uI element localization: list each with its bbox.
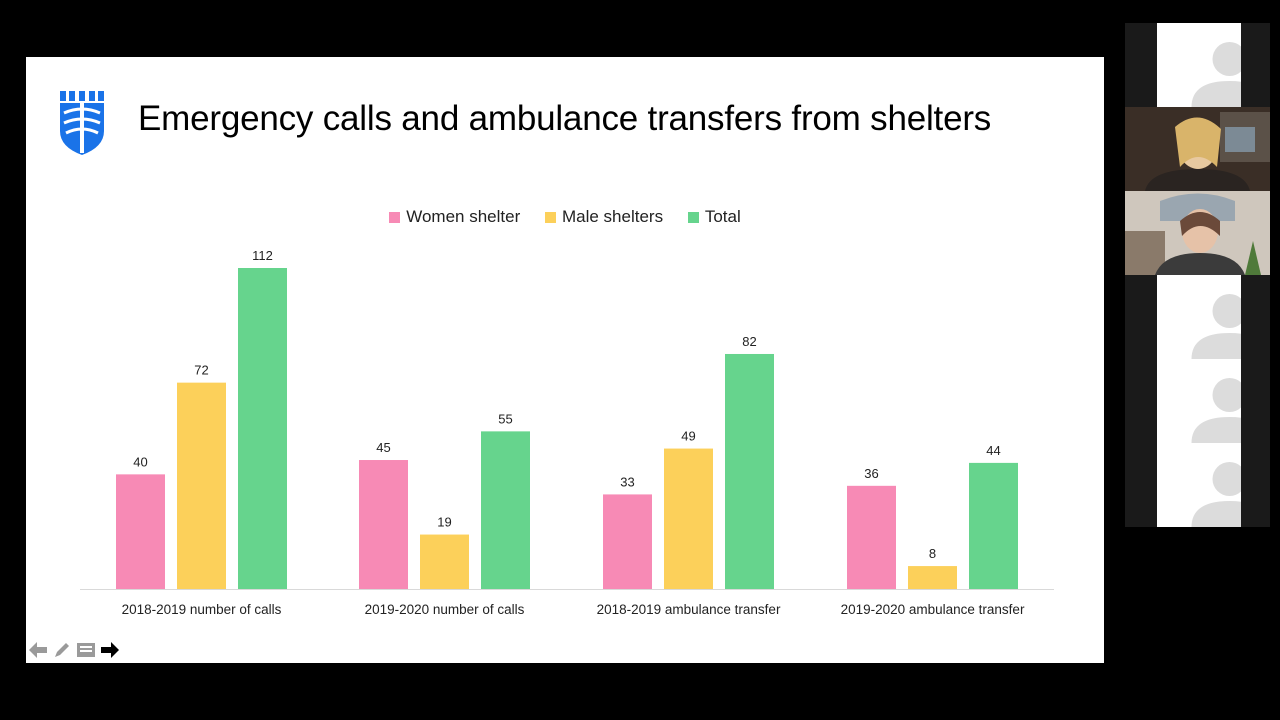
participant-tile[interactable] [1157,275,1241,359]
legend-label: Male shelters [561,207,664,226]
bar [116,474,165,589]
data-label: 19 [437,515,451,530]
slides-menu-icon[interactable] [76,640,96,660]
legend-item-total: Total [687,207,741,227]
bar [177,382,226,589]
participant-tile[interactable] [1157,359,1241,443]
bar [908,566,957,589]
legend-item-women: Women shelter [389,207,520,227]
bar [481,431,530,589]
arrow-right-icon[interactable] [100,640,120,660]
participants-panel [1125,23,1270,527]
user-avatar-icon [1191,42,1241,107]
data-label: 72 [194,363,208,378]
user-avatar-icon [1191,294,1241,359]
arrow-left-icon[interactable] [28,640,48,660]
legend-swatch [544,211,556,223]
bar-chart: 40 72 112 2018-2019 number of calls 45 19 55 20… [80,248,1054,617]
data-label: 36 [864,466,878,481]
bar [969,462,1018,589]
category-label: 2018-2019 number of calls [122,602,282,617]
data-label: 40 [133,454,147,469]
pen-icon[interactable] [52,640,72,660]
participant-video-feed [1125,107,1270,191]
data-label: 55 [498,411,512,426]
slide-title: Emergency calls and ambulance transfers … [138,99,992,138]
category-label: 2019-2020 number of calls [365,602,525,617]
data-label: 44 [986,443,1000,458]
bar [603,494,652,589]
participant-tile[interactable] [1157,443,1241,527]
presentation-slide: Emergency calls and ambulance transfers … [26,57,1104,663]
participant-video[interactable] [1125,191,1270,275]
bar [420,534,469,589]
data-label: 45 [376,440,390,455]
university-logo-icon [60,91,104,155]
legend-swatch [389,211,401,223]
data-label: 82 [742,334,756,349]
user-avatar-icon [1191,378,1241,443]
participant-tile[interactable] [1157,23,1241,107]
user-avatar-icon [1191,462,1241,527]
legend-label: Women shelter [406,207,521,226]
category-label: 2019-2020 ambulance transfer [841,602,1025,617]
data-label: 8 [929,546,936,561]
data-label: 33 [620,474,634,489]
participant-video[interactable] [1125,107,1270,191]
data-label: 112 [252,248,273,263]
bar [359,460,408,589]
participant-video-feed [1125,191,1270,275]
data-label: 49 [681,429,695,444]
chart-legend: Women shelter Male shelters Total [26,207,1104,228]
legend-swatch [687,211,699,223]
bar [847,485,896,589]
legend-label: Total [704,207,741,226]
legend-item-male: Male shelters [544,207,664,227]
bar [725,353,774,589]
slide-controls [28,640,120,660]
category-label: 2018-2019 ambulance transfer [597,602,781,617]
bar [238,268,287,589]
bar [664,448,713,589]
